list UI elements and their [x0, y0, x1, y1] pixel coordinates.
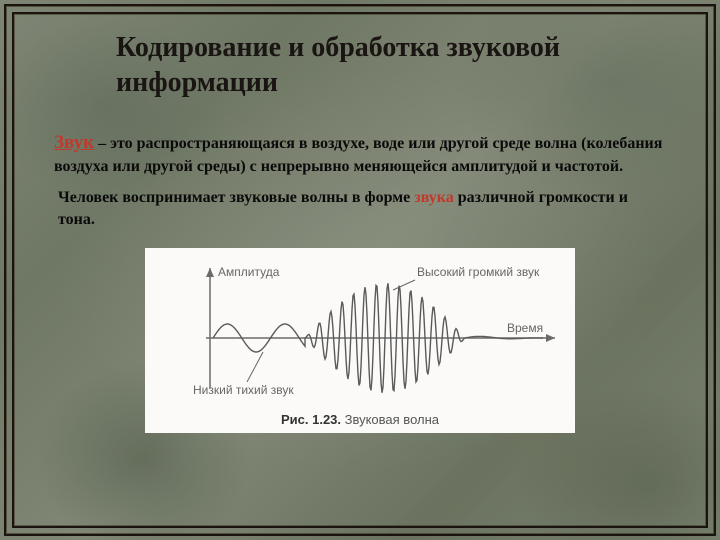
slide-content: Кодирование и обработка звуковой информа… — [18, 18, 702, 522]
caption-text: Звуковая волна — [341, 412, 439, 427]
slide-title: Кодирование и обработка звуковой информа… — [116, 30, 634, 100]
perception-paragraph: Человек воспринимает звуковые волны в фо… — [58, 187, 662, 230]
figure-container: Амплитуда Время Высокий громкий звук Низ… — [145, 248, 575, 433]
perception-highlight: звука — [414, 189, 454, 206]
svg-text:Высокий громкий звук: Высокий громкий звук — [417, 265, 540, 279]
definition-term: Звук — [54, 132, 94, 153]
perception-pre: Человек воспринимает звуковые волны в фо… — [58, 189, 414, 206]
definition-paragraph: Звук – это распространяющаяся в воздухе,… — [54, 130, 666, 177]
svg-text:Амплитуда: Амплитуда — [218, 265, 280, 279]
definition-text: – это распространяющаяся в воздухе, воде… — [54, 135, 662, 175]
svg-text:Время: Время — [507, 321, 543, 335]
caption-number: Рис. 1.23. — [281, 412, 341, 427]
svg-text:Низкий тихий звук: Низкий тихий звук — [193, 383, 294, 397]
wave-diagram: Амплитуда Время Высокий громкий звук Низ… — [155, 256, 565, 406]
figure-caption: Рис. 1.23. Звуковая волна — [155, 412, 565, 427]
